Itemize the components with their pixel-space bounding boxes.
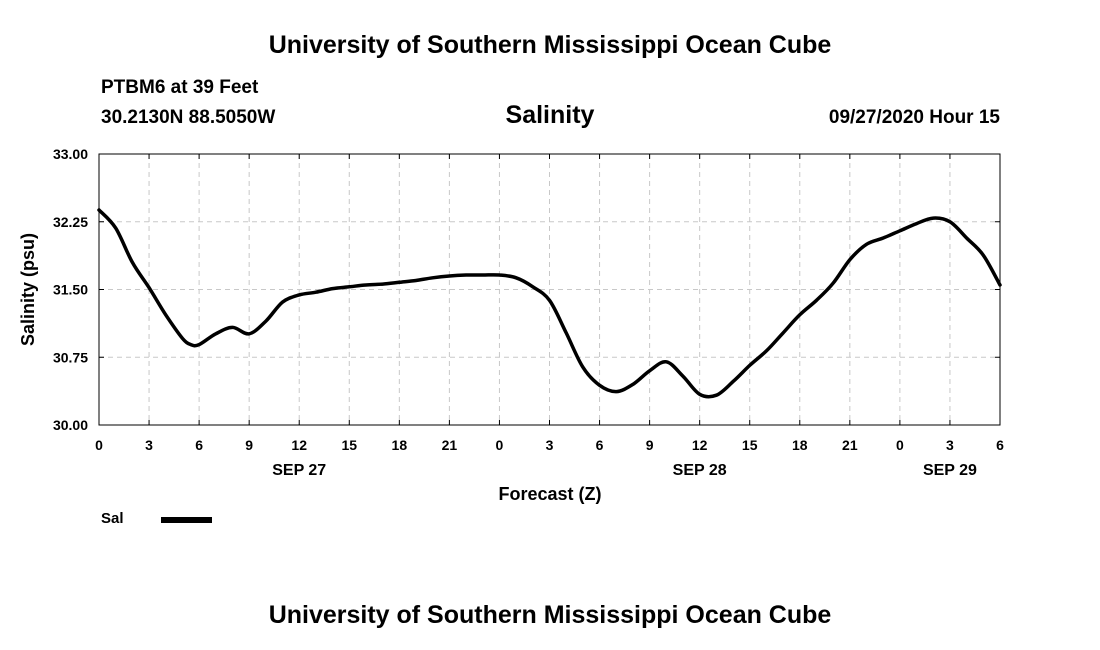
x-tick-label: 9: [646, 437, 654, 453]
grid: [99, 154, 1000, 425]
plot-frame: [98, 153, 1001, 426]
x-tick-label: 18: [392, 437, 408, 453]
legend-swatch: [161, 517, 212, 523]
x-tick-label: 15: [341, 437, 357, 453]
x-tick-label: 0: [95, 437, 103, 453]
station-label: PTBM6 at 39 Feet: [101, 77, 259, 98]
x-tick-label: 15: [742, 437, 758, 453]
x-tick-label: 6: [596, 437, 604, 453]
y-tick-label: 33.00: [53, 146, 88, 162]
date-label: SEP 29: [923, 462, 977, 479]
footer-title: University of Southern Mississippi Ocean…: [268, 601, 832, 629]
chart-title: Salinity: [505, 101, 595, 129]
y-axis-label: Salinity (psu): [18, 233, 38, 346]
page-title: University of Southern Mississippi Ocean…: [268, 31, 832, 59]
x-tick-label: 3: [145, 437, 153, 453]
x-tick-label: 6: [996, 437, 1004, 453]
x-axis-label: Forecast (Z): [498, 484, 601, 504]
x-tick-label: 3: [546, 437, 554, 453]
x-tick-label: 6: [195, 437, 203, 453]
x-tick-label: 12: [291, 437, 307, 453]
legend-label: Sal: [101, 510, 124, 527]
date-label: SEP 28: [673, 462, 727, 479]
date-label: SEP 27: [272, 462, 326, 479]
x-tick-label: 21: [442, 437, 458, 453]
station-coordinates: 30.2130N 88.5050W: [101, 107, 276, 128]
x-tick-label: 0: [496, 437, 504, 453]
issue-time: 09/27/2020 Hour 15: [828, 107, 1000, 128]
x-tick-label: 0: [896, 437, 904, 453]
tick-labels: 0 3 6 9 12 15 18 21 0 3 6 9 12 15 18 21 0 3 6 30.00 30.75 31.…: [53, 146, 1004, 479]
y-tick-label: 30.75: [53, 349, 88, 365]
x-tick-label: 3: [946, 437, 954, 453]
x-tick-label: 18: [792, 437, 808, 453]
series-line-salinity: [97, 208, 1002, 399]
x-tick-label: 21: [842, 437, 858, 453]
y-tick-label: 32.25: [53, 214, 88, 230]
y-tick-label: 30.00: [53, 417, 88, 433]
series-layer: [97, 208, 1002, 399]
y-tick-label: 31.50: [53, 282, 88, 298]
x-tick-label: 12: [692, 437, 708, 453]
x-tick-label: 9: [245, 437, 253, 453]
